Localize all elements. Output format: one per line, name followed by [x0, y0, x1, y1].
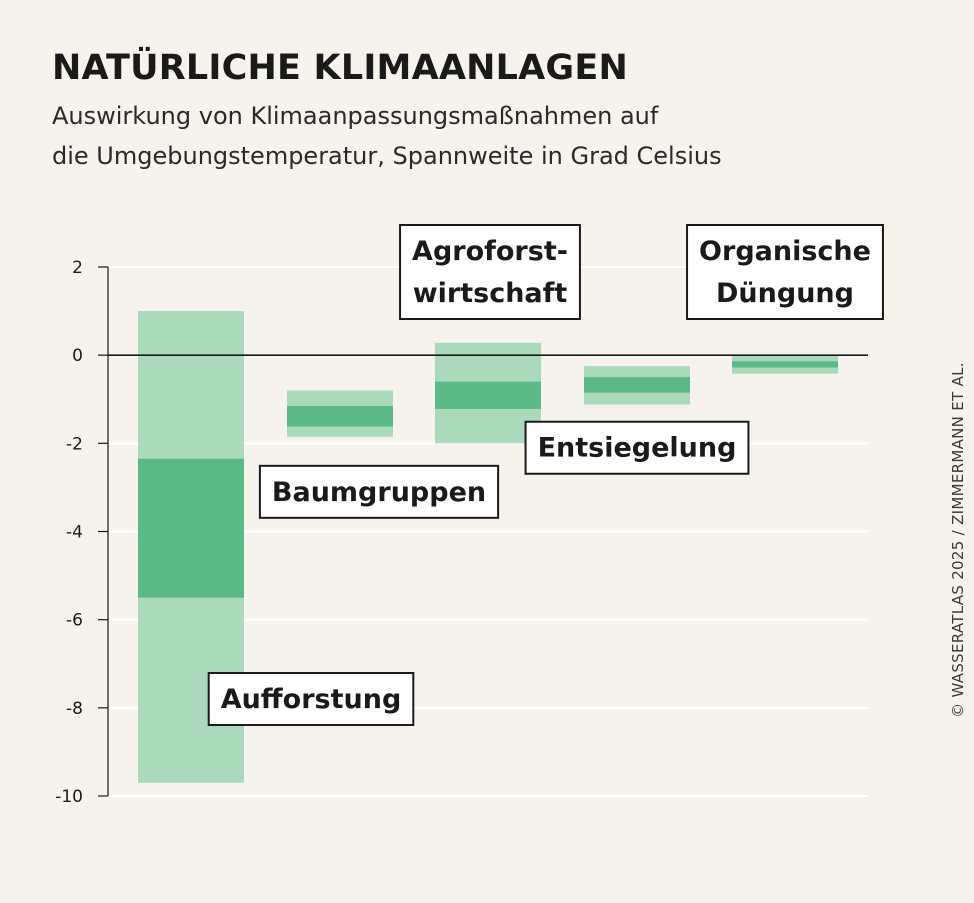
- bar-range-core: [732, 361, 838, 368]
- bar-label-box: [686, 224, 884, 320]
- bar-range-core: [435, 381, 541, 409]
- bar-labels: Aufforstung Baumgruppen Agroforst-wirtscha…: [207, 224, 884, 727]
- bar-label-text: Organische: [699, 236, 871, 267]
- bar-range-core: [138, 458, 244, 598]
- chart-subtitle: Auswirkung von Klimaanpassungsmaßnahmen …: [52, 96, 852, 176]
- bar-range-core: [287, 405, 393, 427]
- chart-title: NATÜRLICHE KLIMAANLAGEN: [52, 48, 628, 88]
- bar-label-text: Aufforstung: [221, 684, 402, 715]
- y-tick-label: 2: [72, 258, 83, 278]
- subtitle-line-1: Auswirkung von Klimaanpassungsmaßnahmen …: [52, 102, 659, 130]
- y-tick-label: 0: [72, 346, 83, 366]
- bar-label-box: [207, 672, 415, 727]
- y-axis: 2 0 -2 -4 -6 -8 -10: [55, 258, 109, 807]
- subtitle-line-2: die Umgebungstemperatur, Spannweite in G…: [52, 142, 722, 170]
- bar-label-text: Düngung: [716, 278, 854, 309]
- bar-label-box: [258, 464, 500, 519]
- y-tick-label: -6: [66, 611, 83, 631]
- bar-label-text: wirtschaft: [413, 278, 568, 309]
- bar-label: Organische Düngung: [686, 224, 884, 320]
- bar-label-text: Agroforst-: [412, 236, 568, 267]
- bar-range-core: [584, 377, 690, 393]
- bar-label: Baumgruppen: [258, 464, 500, 519]
- bar-label: Entsiegelung: [524, 420, 750, 475]
- source-credit: © WASSERATLAS 2025 / ZIMMERMANN ET AL.: [949, 362, 967, 718]
- bar-label-text: Baumgruppen: [272, 477, 486, 508]
- y-tick-label: -10: [55, 787, 83, 807]
- bar-label: Agroforst-wirtschaft: [399, 224, 581, 320]
- bar-label-box: [524, 420, 750, 475]
- y-tick-label: -4: [66, 523, 83, 543]
- y-tick-label: -8: [66, 699, 83, 719]
- bars: [108, 311, 868, 783]
- bar-label-text: Entsiegelung: [538, 433, 737, 464]
- y-tick-label: -2: [66, 434, 83, 454]
- bar-label-box: [399, 224, 581, 320]
- bar-label: Aufforstung: [207, 672, 415, 727]
